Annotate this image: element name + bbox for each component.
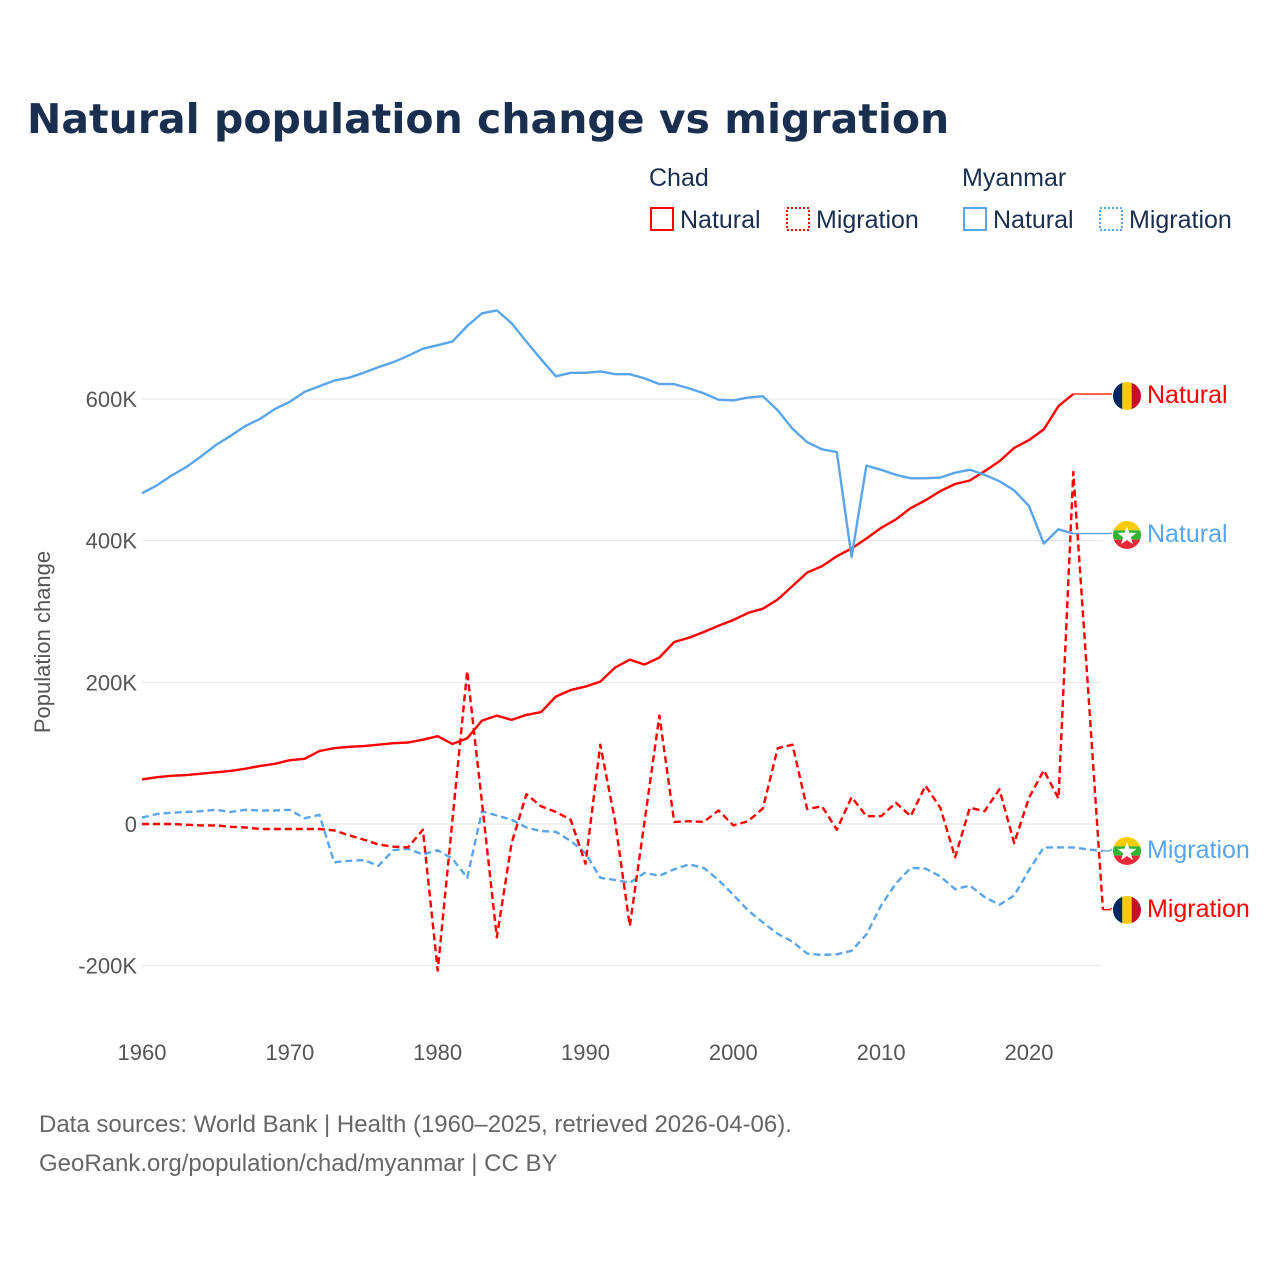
flag-stripe-red [1131,896,1141,924]
x-tick-label: 1990 [561,1040,610,1065]
chart-title: Natural population change vs migration [27,95,949,143]
legend-swatch-myanmar-natural [963,207,987,231]
flag-body [1113,382,1141,410]
flag-body [1113,837,1141,865]
myanmar-flag-icon [1113,837,1141,865]
y-tick-label: 200K [86,670,138,695]
chad-migration-connector [1102,907,1113,911]
flag-stripe-yellow [1122,382,1132,410]
series-end-labels: Natural Natural Migration Migration [1073,381,1250,924]
y-tick-label: -200K [78,954,137,979]
x-tick-label: 1960 [118,1040,167,1065]
myanmar-natural-end-label: Natural [1147,520,1228,548]
flag-stripe-blue [1113,382,1123,410]
x-tick-label: 2010 [857,1040,906,1065]
footer-link[interactable]: GeoRank.org/population/chad/myanmar | CC… [39,1150,558,1177]
x-tick-label: 2020 [1005,1040,1054,1065]
star-icon [1117,526,1137,545]
legend-myanmar-natural[interactable]: Natural [993,206,1074,234]
flag-stripe-red [1113,855,1141,865]
legend: Chad Natural Migration Myanmar Natural M… [649,164,1232,234]
myanmar-migration-line [141,808,1104,957]
myanmar-migration-connector [1102,848,1113,852]
x-tick-label: 1970 [265,1040,314,1065]
x-tick-label: 2000 [709,1040,758,1065]
chad-natural-line [141,393,1075,781]
x-axis-ticks: 1960 1970 1980 1990 2000 2010 2020 [118,1040,1054,1065]
myanmar-migration-end-label: Migration [1147,836,1250,864]
footer-source: Data sources: World Bank | Health (1960–… [39,1111,792,1138]
x-tick-label: 1980 [413,1040,462,1065]
flag-stripe-yellow [1122,896,1132,924]
legend-group-myanmar: Myanmar [962,164,1066,192]
myanmar-natural-line [141,309,1074,559]
flag-body [1113,896,1141,924]
legend-chad-natural[interactable]: Natural [680,206,761,234]
chad-migration-end-label: Migration [1147,895,1250,923]
chad-flag-icon [1113,382,1141,410]
legend-swatch-myanmar-migration [1099,207,1123,231]
flag-stripe-red [1131,382,1141,410]
chad-natural-end-label: Natural [1147,381,1228,409]
legend-chad-migration[interactable]: Migration [816,206,919,234]
chad-flag-icon [1113,896,1141,924]
series-lines [141,309,1105,972]
flag-stripe-red [1113,539,1141,549]
legend-myanmar-migration[interactable]: Migration [1129,206,1232,234]
star-icon [1117,842,1137,861]
gridlines [142,398,1103,967]
flag-stripe-yellow [1113,521,1141,531]
legend-swatch-chad-natural [650,207,674,231]
flag-stripe-yellow [1113,837,1141,847]
y-axis-ticks: -200K 0 200K 400K 600K [78,387,137,979]
y-axis-label: Population change [30,551,55,733]
legend-swatch-chad-migration [786,207,810,231]
chad-migration-line [142,470,1105,972]
y-tick-label: 400K [86,529,138,554]
myanmar-flag-icon [1113,521,1141,549]
flag-stripe-blue [1113,896,1123,924]
y-tick-label: 0 [125,812,137,837]
myanmar-natural-connector [1073,532,1113,535]
flag-body [1113,521,1141,549]
legend-group-chad: Chad [649,164,709,192]
y-tick-label: 600K [86,387,138,412]
